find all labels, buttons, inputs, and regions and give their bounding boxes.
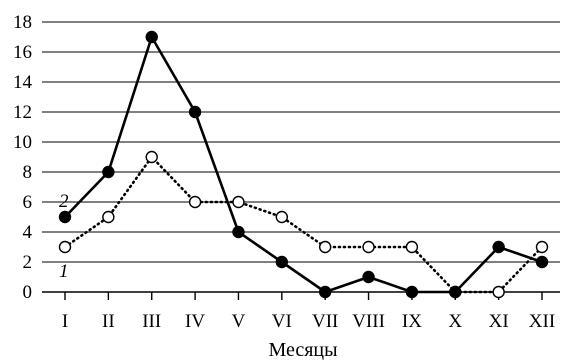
series-point-2	[145, 30, 158, 44]
series-point-1	[318, 240, 332, 254]
series-point-2	[275, 255, 289, 269]
series-point-1	[58, 240, 72, 254]
x-tick-label: I	[62, 311, 68, 332]
x-tick-label: XII	[529, 311, 555, 332]
y-tick-label: 2	[23, 252, 33, 273]
x-tick-label: VIII	[352, 311, 385, 332]
x-tick-label: VI	[272, 311, 292, 332]
series-point-2	[492, 240, 505, 254]
y-tick-label: 6	[23, 192, 33, 213]
x-tick-label: IX	[402, 311, 422, 332]
series-point-1	[362, 240, 375, 254]
x-tick-label: VII	[312, 311, 338, 332]
series-point-1	[102, 210, 115, 224]
series-point-2	[535, 255, 549, 269]
series-labels: 12	[59, 191, 69, 282]
series-point-2	[449, 285, 462, 299]
series-point-1	[145, 150, 158, 164]
x-tick-label: X	[448, 311, 462, 332]
series-point-2	[58, 210, 72, 224]
y-tick-label: 4	[23, 222, 33, 243]
y-tick-label: 0	[23, 282, 33, 303]
series-point-1	[535, 240, 549, 254]
x-tick-label: V	[232, 311, 246, 332]
series-lines	[63, 35, 544, 294]
x-tick-label: III	[142, 311, 161, 332]
series-point-2	[318, 285, 332, 299]
series-point-1	[232, 195, 245, 209]
y-tick-label: 8	[23, 162, 33, 183]
grid-lines	[42, 21, 560, 293]
series-label-1: 1	[59, 261, 69, 282]
x-tick-label: XI	[489, 311, 509, 332]
x-tick-label: IV	[185, 311, 205, 332]
series-point-1	[275, 210, 289, 224]
y-tick-label: 16	[13, 42, 32, 63]
y-tick-label: 10	[13, 132, 32, 153]
series-point-1	[188, 195, 202, 209]
series-point-2	[232, 225, 245, 239]
y-tick-labels: 0 2 4 6 8 10 12 14 16 18	[13, 12, 33, 303]
y-tick-label: 14	[13, 72, 33, 93]
y-tick-label: 12	[13, 102, 32, 123]
series-label-2: 2	[59, 191, 69, 212]
series-points	[58, 30, 549, 299]
series-point-2	[188, 105, 202, 119]
x-tick-labels: I II III IV V VI VII VIII IX X XI XII	[62, 311, 555, 332]
x-axis-title: Месяцы	[268, 339, 337, 361]
series-point-2	[405, 285, 419, 299]
x-tick-label: II	[102, 311, 115, 332]
series-point-1	[492, 285, 505, 299]
y-tick-label: 18	[13, 12, 32, 33]
series-point-2	[362, 270, 375, 284]
series-point-1	[405, 240, 419, 254]
series-line-1	[63, 155, 544, 294]
series-line-2	[64, 35, 543, 294]
series-point-2	[102, 165, 115, 179]
